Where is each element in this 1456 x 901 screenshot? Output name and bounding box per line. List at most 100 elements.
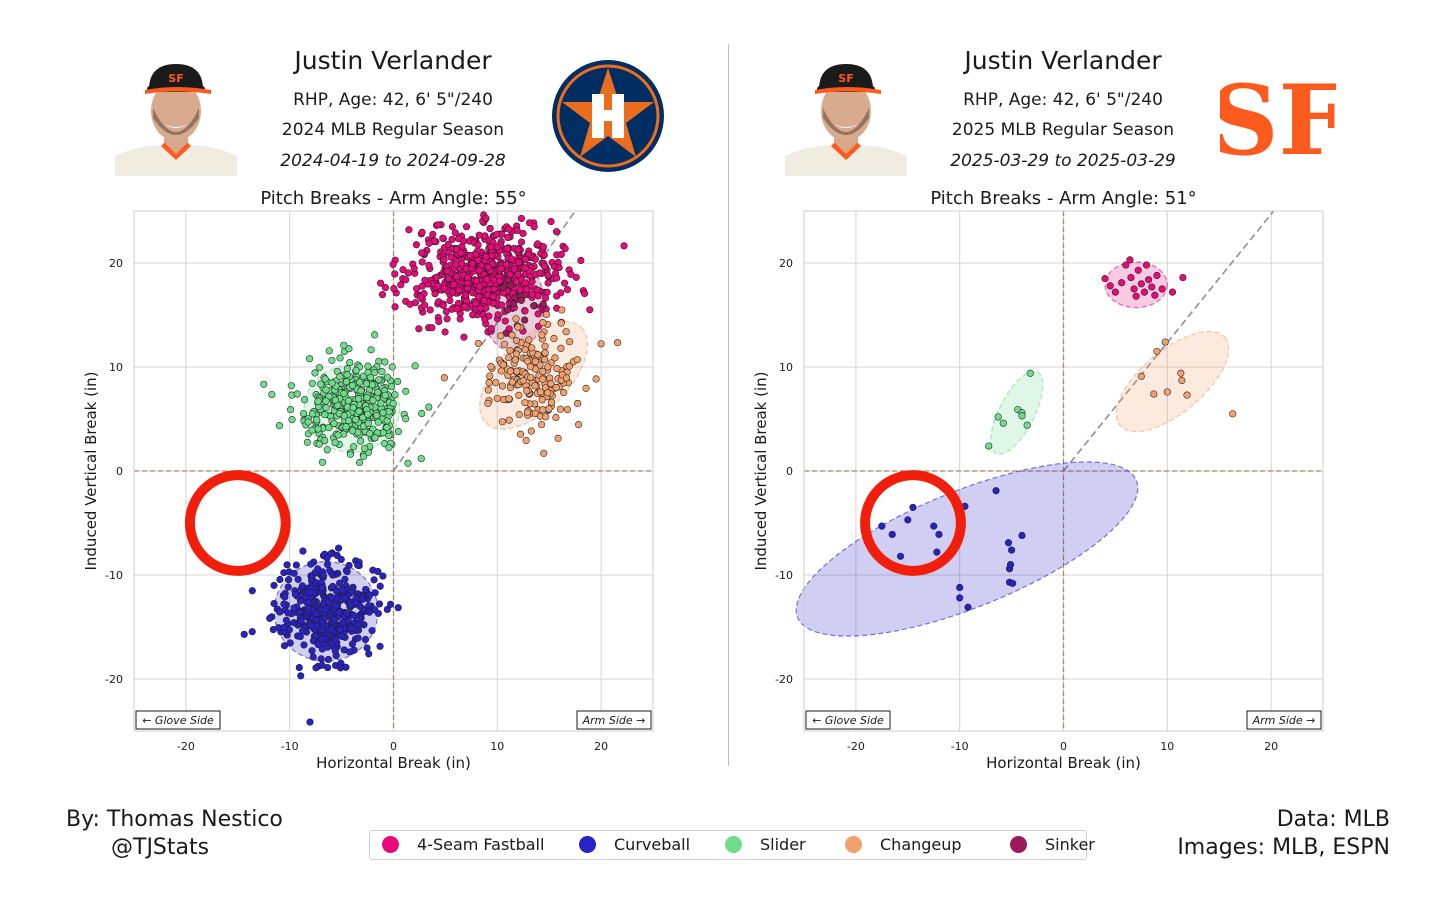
point-fastball <box>502 260 511 269</box>
point-changeup <box>534 351 542 359</box>
point-fastball <box>481 315 489 323</box>
point-fastball <box>472 277 481 285</box>
point-changeup <box>497 332 505 340</box>
point-fastball <box>521 279 529 287</box>
point-fastball <box>417 293 425 301</box>
point-fastball <box>466 252 474 260</box>
point-fastball <box>494 311 502 319</box>
point-changeup <box>484 386 492 394</box>
legend-item: Changeup <box>845 835 962 855</box>
date-range: 2025-03-29 to 2025-03-29 <box>950 151 1176 171</box>
point-slider <box>340 341 348 349</box>
point-curveball <box>317 655 325 663</box>
point-slider <box>315 364 324 372</box>
point-curveball <box>283 561 291 569</box>
point-curveball <box>323 560 332 568</box>
point-fastball <box>561 245 569 253</box>
point-fastball <box>390 285 398 293</box>
point-curveball <box>323 554 331 562</box>
point-curveball <box>280 623 288 632</box>
point-changeup <box>1150 390 1158 398</box>
point-slider <box>370 369 378 377</box>
highlight-circle <box>184 470 291 576</box>
point-fastball <box>434 221 442 229</box>
point-changeup <box>512 315 520 323</box>
point-fastball <box>389 260 397 269</box>
ellipse-curveball <box>795 461 1139 637</box>
plot-frame <box>803 210 1324 732</box>
point-slider <box>355 458 364 467</box>
point-curveball <box>312 664 320 672</box>
point-slider <box>374 388 382 396</box>
point-fastball <box>514 245 522 254</box>
point-slider <box>364 410 372 418</box>
point-slider <box>379 409 387 417</box>
point-changeup <box>539 375 547 383</box>
point-curveball <box>266 614 274 622</box>
point-slider <box>342 423 350 431</box>
arm-side-box <box>576 710 652 730</box>
point-curveball <box>286 639 294 647</box>
point-fastball <box>1101 275 1109 283</box>
point-curveball <box>305 599 313 607</box>
point-fastball <box>534 310 542 318</box>
point-curveball <box>349 611 358 619</box>
point-curveball <box>284 583 292 591</box>
point-curveball <box>307 622 315 630</box>
point-fastball <box>483 276 491 284</box>
point-slider <box>402 415 410 423</box>
point-curveball <box>362 585 370 594</box>
point-fastball <box>418 228 426 236</box>
data-points <box>240 211 628 726</box>
point-fastball <box>552 228 561 236</box>
x-tick-label: 0 <box>1060 740 1067 753</box>
point-slider <box>363 394 371 402</box>
point-changeup <box>565 362 573 370</box>
point-curveball <box>348 640 356 648</box>
point-changeup <box>566 338 574 346</box>
author-credit: By: Thomas Nestico @TJStats <box>66 806 283 862</box>
point-slider <box>417 454 425 463</box>
point-fastball <box>487 325 495 333</box>
point-curveball <box>281 593 289 601</box>
point-sinker <box>511 294 519 302</box>
point-changeup <box>498 382 506 390</box>
point-fastball <box>1126 256 1134 264</box>
point-changeup <box>512 336 520 345</box>
point-curveball <box>308 647 316 655</box>
point-slider <box>344 397 353 405</box>
legend-item: Slider <box>725 835 806 855</box>
point-fastball <box>493 230 501 238</box>
glove-side-box <box>805 710 891 730</box>
point-curveball <box>336 664 345 672</box>
point-slider <box>381 358 389 366</box>
point-slider <box>391 391 399 399</box>
x-tick-label: -20 <box>847 740 865 753</box>
giants-logo-icon: SF <box>1220 64 1336 174</box>
point-changeup <box>528 344 536 352</box>
point-fastball <box>469 311 477 319</box>
point-curveball <box>305 588 313 597</box>
point-changeup <box>547 398 556 406</box>
point-fastball <box>497 265 505 273</box>
point-slider <box>314 397 322 406</box>
glove-side-box <box>135 710 221 730</box>
point-changeup <box>592 375 600 383</box>
point-slider <box>377 399 385 407</box>
point-slider <box>381 391 389 399</box>
point-fastball <box>399 266 407 274</box>
player-headshot: SF <box>785 56 907 176</box>
point-fastball <box>445 275 453 283</box>
point-changeup <box>560 389 568 397</box>
point-curveball <box>319 571 328 580</box>
point-curveball <box>878 522 886 530</box>
point-changeup <box>512 350 520 358</box>
point-fastball <box>519 229 527 238</box>
point-fastball <box>1179 273 1187 282</box>
point-curveball <box>909 503 917 511</box>
x-axis-label: Horizontal Break (in) <box>986 754 1141 772</box>
point-fastball <box>475 266 483 274</box>
point-fastball <box>421 276 429 284</box>
arm-side-label: Arm Side → <box>1252 714 1316 727</box>
point-slider <box>356 378 364 386</box>
